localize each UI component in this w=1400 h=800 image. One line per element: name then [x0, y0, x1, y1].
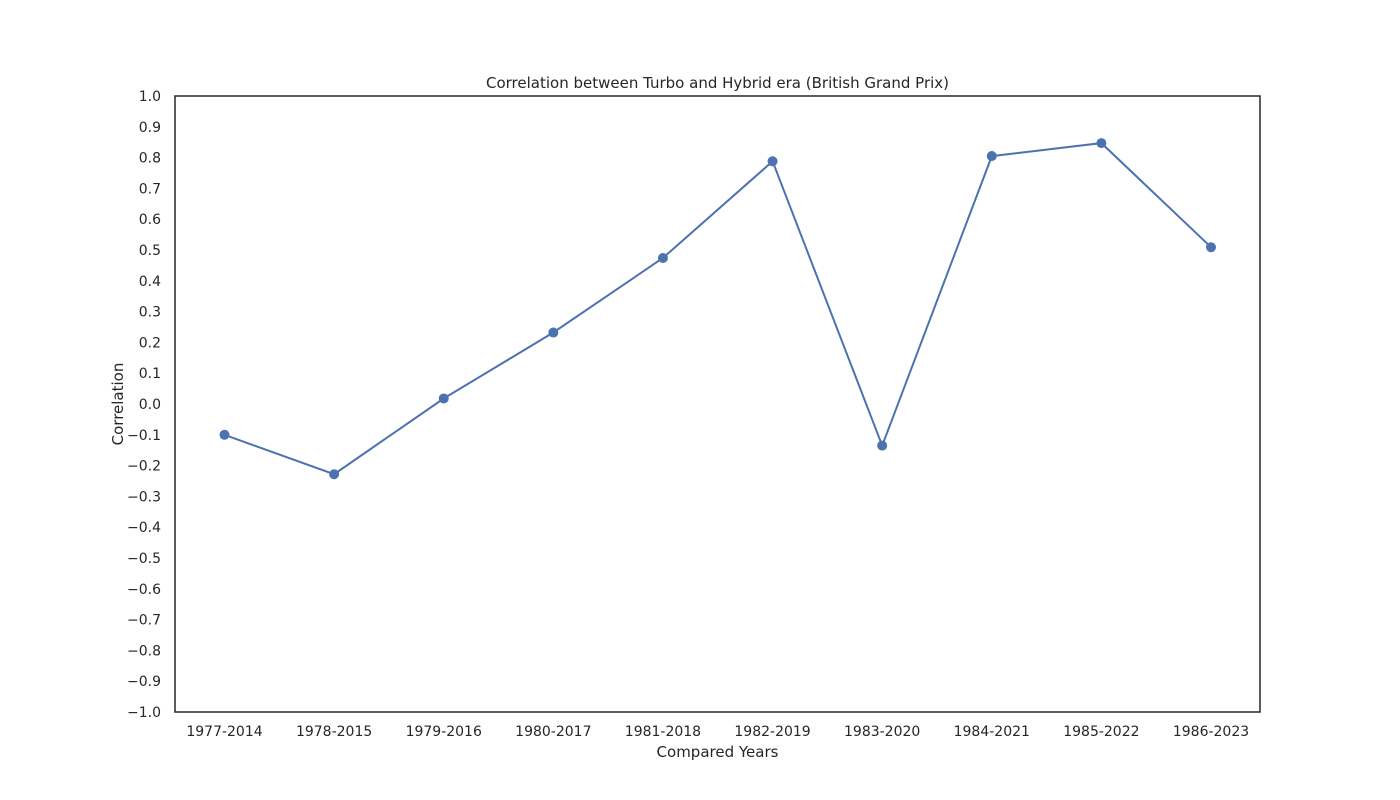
- data-point-1980-2017: [548, 327, 559, 338]
- data-point-1977-2014: [219, 429, 230, 440]
- y-tick-label: −0.2: [127, 459, 161, 475]
- x-tick-label: 1983-2020: [844, 724, 920, 740]
- x-tick-label: 1977-2014: [186, 724, 262, 740]
- x-tick-label: 1980-2017: [515, 724, 591, 740]
- x-tick-label: 1981-2018: [625, 724, 701, 740]
- y-tick-label: −0.1: [127, 428, 161, 444]
- y-tick-label: −0.8: [127, 643, 161, 659]
- data-point-1983-2020: [877, 440, 888, 451]
- y-tick-label: 0.7: [139, 181, 161, 197]
- x-axis-label: Compared Years: [657, 743, 779, 761]
- y-tick-label: −0.7: [127, 613, 161, 629]
- data-point-1986-2023: [1206, 242, 1216, 253]
- y-tick-label: −0.6: [127, 582, 161, 598]
- data-point-1981-2018: [657, 253, 668, 264]
- y-tick-label: 0.5: [139, 243, 161, 259]
- series-layer: [219, 138, 1216, 480]
- y-tick-label: −1.0: [127, 705, 161, 721]
- y-tick-label: −0.5: [127, 551, 161, 567]
- y-tick-label: 0.2: [139, 335, 161, 351]
- plot-area: [175, 96, 1260, 712]
- data-point-1984-2021: [986, 151, 997, 162]
- y-tick-label: 0.6: [139, 212, 161, 228]
- x-tick-label: 1986-2023: [1173, 724, 1249, 740]
- x-tick-label: 1978-2015: [296, 724, 372, 740]
- data-point-1978-2015: [329, 469, 340, 480]
- y-tick-label: 0.1: [139, 366, 161, 382]
- data-point-1979-2016: [438, 393, 449, 404]
- y-axis-label: Correlation: [109, 363, 127, 446]
- chart-title: Correlation between Turbo and Hybrid era…: [486, 74, 949, 92]
- x-tick-label: 1985-2022: [1063, 724, 1139, 740]
- y-tick-label: 0.3: [139, 305, 161, 321]
- data-point-1982-2019: [767, 156, 778, 167]
- y-tick-label: 0.9: [139, 120, 161, 136]
- y-tick-label: 0.8: [139, 151, 161, 167]
- y-tick-label: 0.4: [139, 274, 161, 290]
- x-tick-label: 1982-2019: [734, 724, 810, 740]
- x-tick-label: 1979-2016: [406, 724, 482, 740]
- data-point-1985-2022: [1096, 138, 1107, 149]
- plot-frame: [174, 95, 1261, 713]
- x-tick-label: 1984-2021: [954, 724, 1030, 740]
- y-tick-label: −0.4: [127, 520, 161, 536]
- y-axis: −1.0 −0.9 −0.8 −0.7 −0.6 −0.5 −0.4 −0.3 −0.2 −0.1…: [127, 89, 161, 721]
- series-line: [224, 142, 1212, 476]
- x-axis: 1977-2014 1978-2015 1979-2016 1980-2017 1981…: [186, 724, 1249, 740]
- y-tick-label: −0.3: [127, 489, 161, 505]
- y-tick-label: 1.0: [139, 89, 161, 105]
- y-tick-label: 0.0: [139, 397, 161, 413]
- y-tick-label: −0.9: [127, 674, 161, 690]
